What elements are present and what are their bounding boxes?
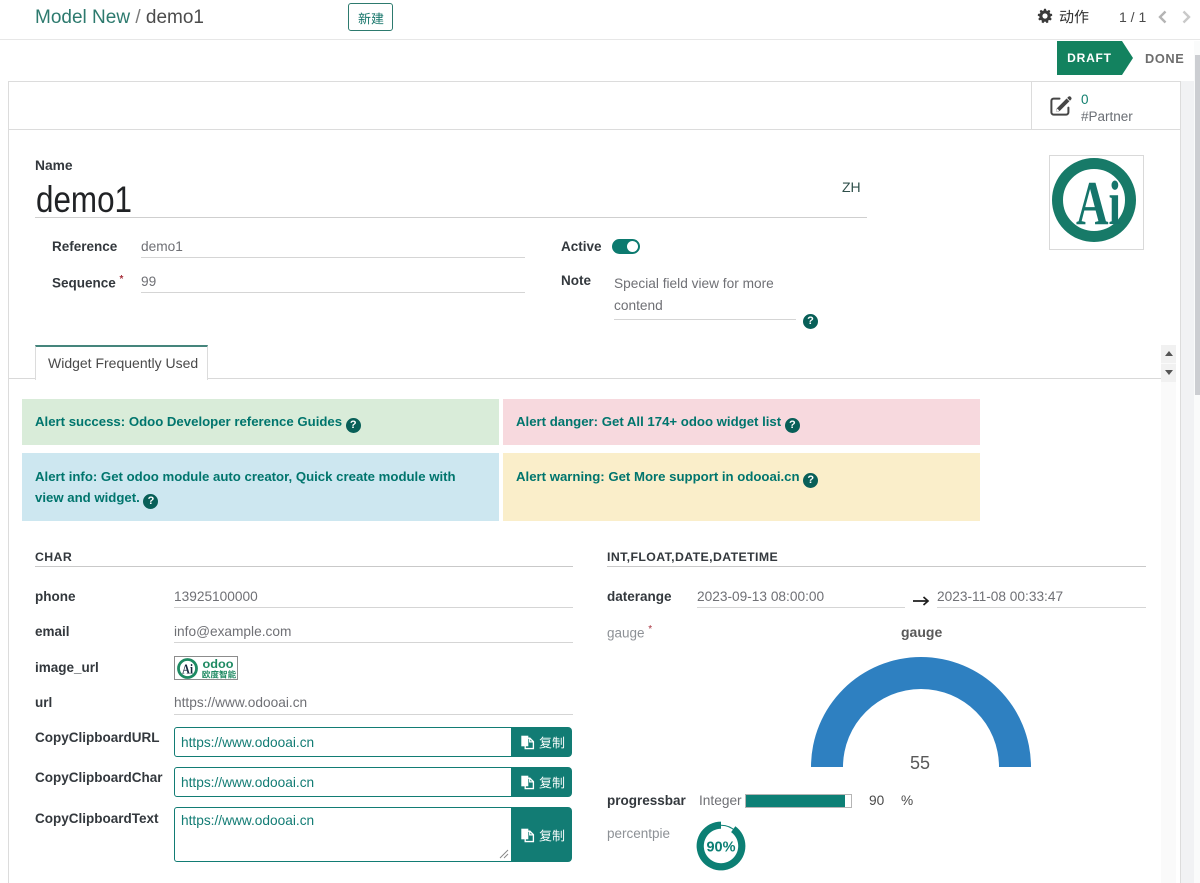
svg-text:odoo: odoo: [203, 658, 234, 671]
svg-text:Ai: Ai: [1076, 170, 1121, 238]
svg-text:Ai: Ai: [182, 662, 193, 677]
svg-text:demo1: demo1: [36, 179, 132, 218]
svg-text:90%: 90%: [706, 840, 735, 856]
